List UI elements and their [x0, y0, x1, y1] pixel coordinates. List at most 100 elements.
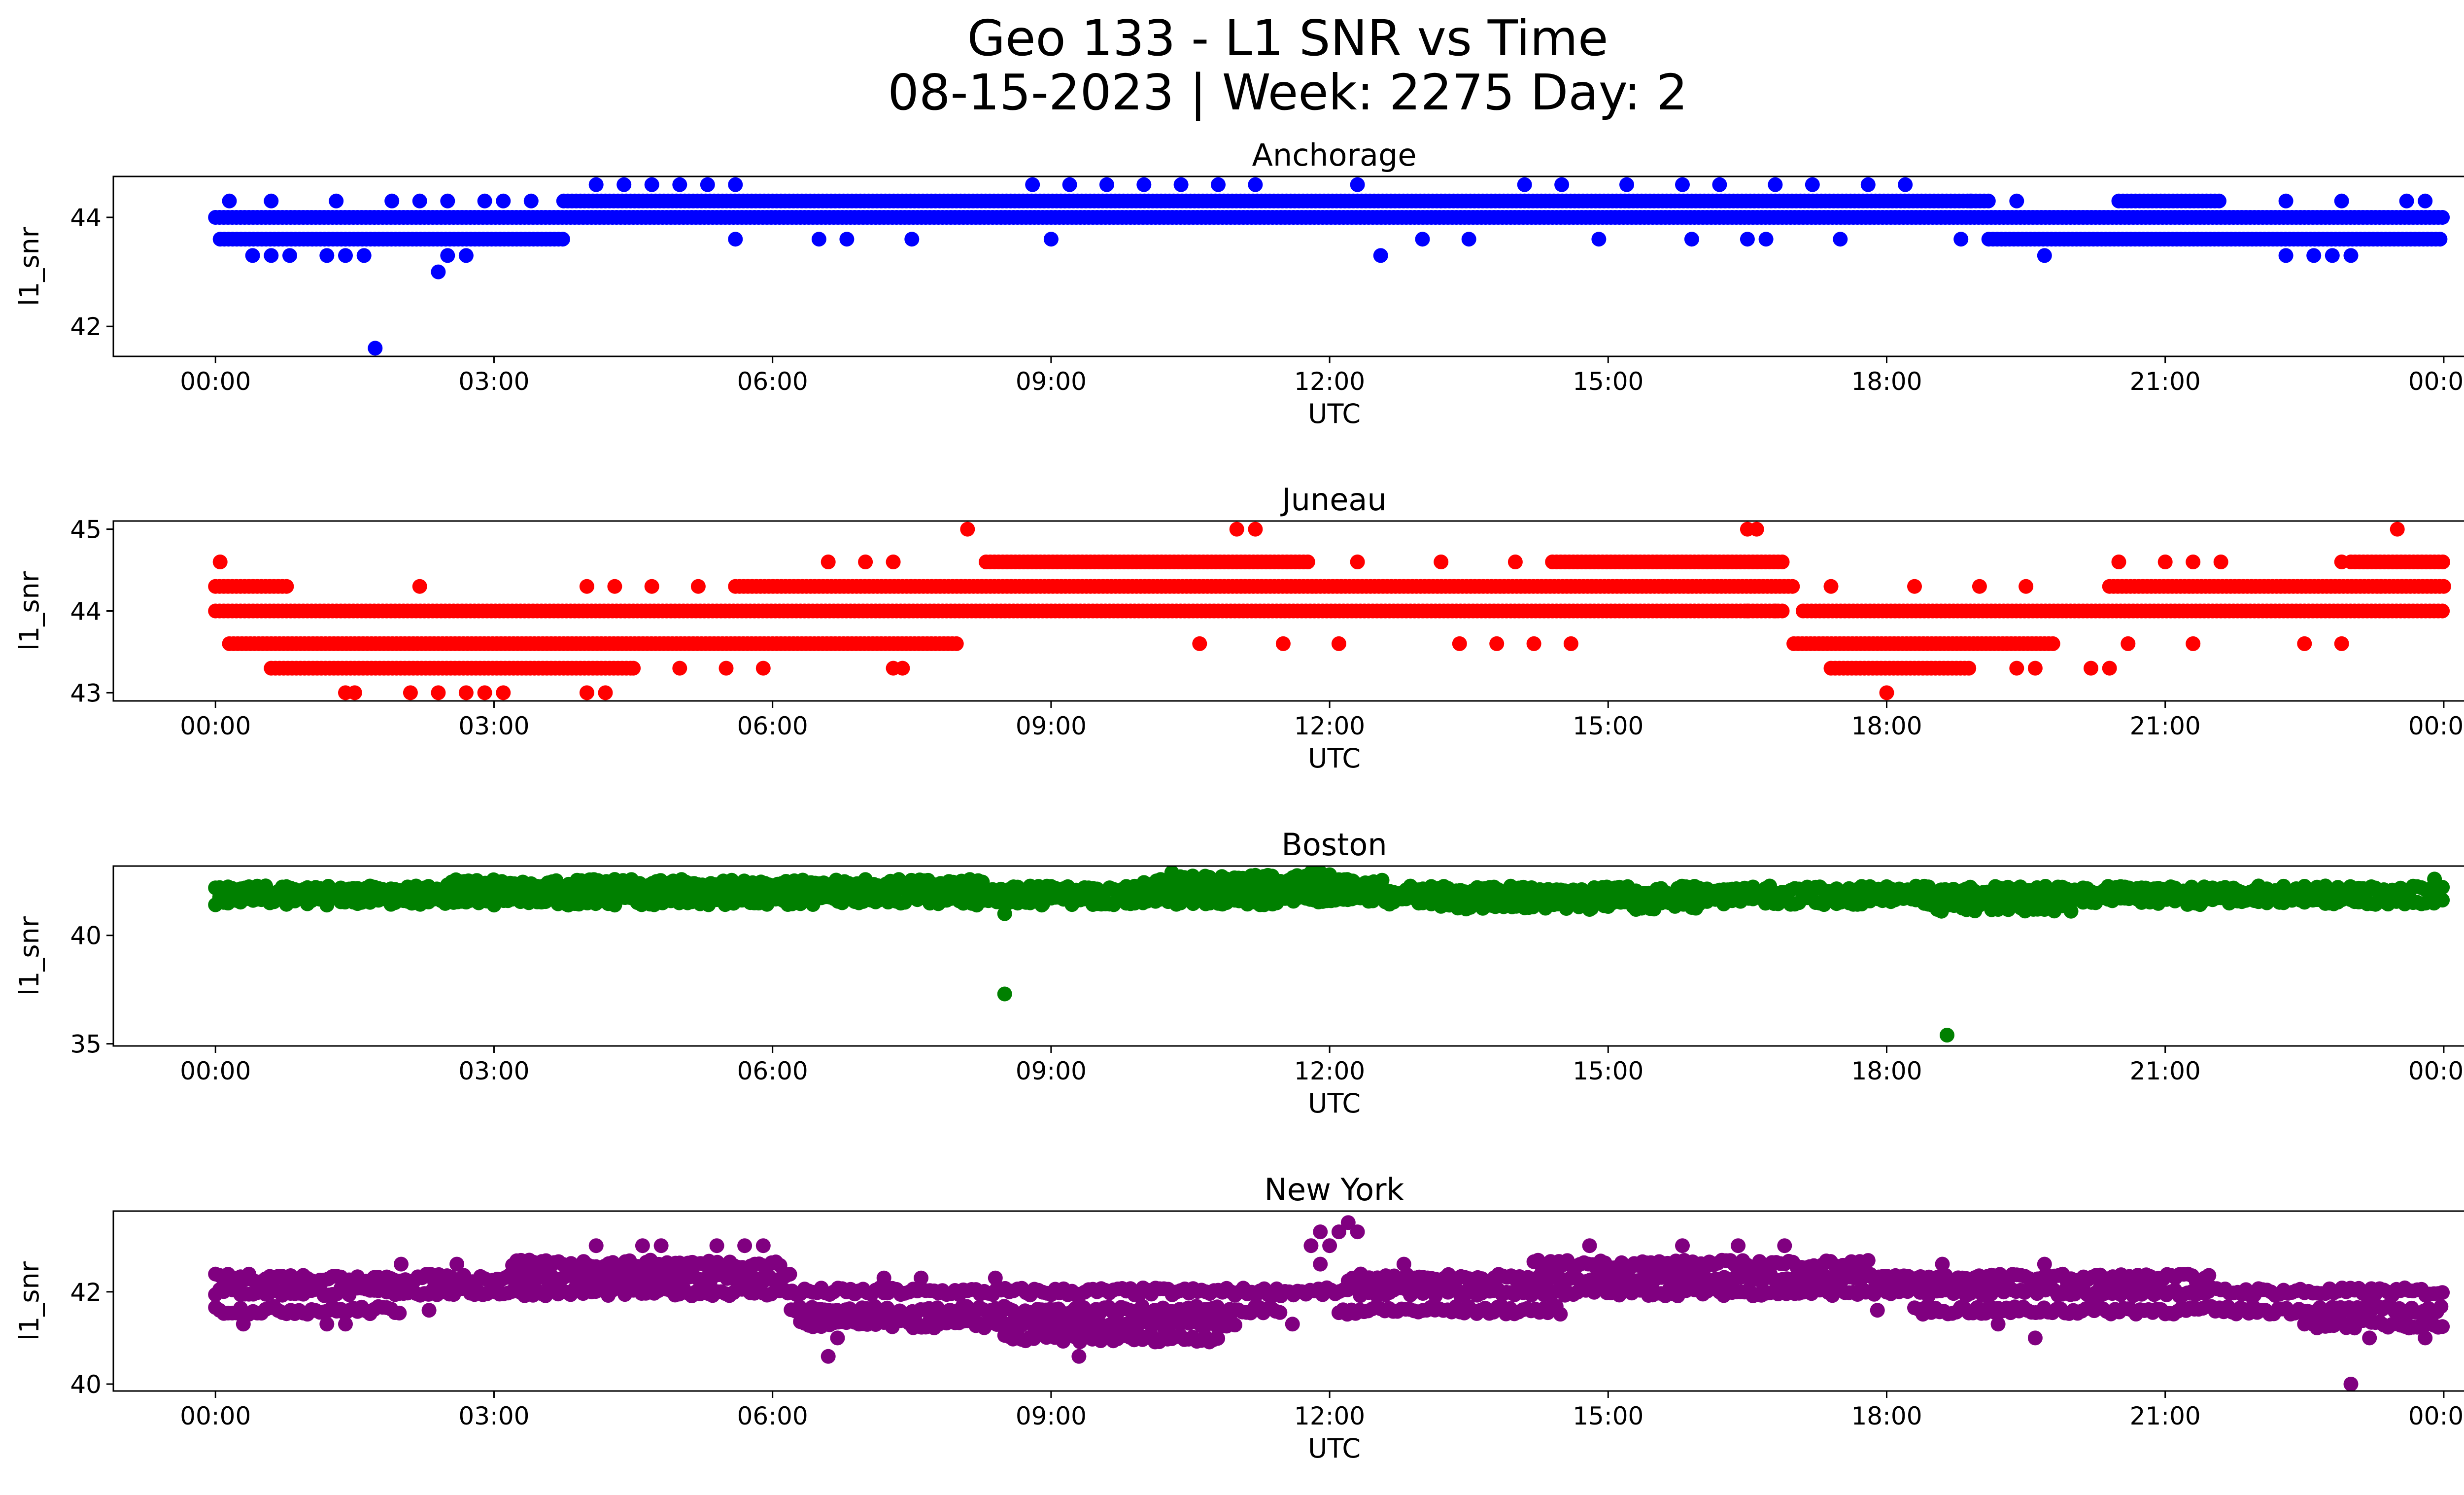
x-tick-label: 06:00: [737, 1057, 808, 1085]
data-point: [2278, 248, 2293, 263]
data-point: [728, 177, 743, 192]
data-point: [1350, 177, 1365, 192]
data-point: [1248, 522, 1263, 537]
data-point: [579, 685, 594, 700]
x-axis-label: UTC: [1308, 398, 1361, 429]
data-point: [1554, 177, 1570, 192]
data-point: [1034, 898, 1049, 913]
y-tick-label: 44: [70, 597, 102, 626]
x-tick-label: 00:00: [2408, 367, 2464, 396]
data-point: [2325, 248, 2340, 263]
data-point: [561, 898, 576, 913]
data-point: [672, 177, 687, 192]
y-tick-label: 43: [70, 679, 102, 707]
x-tick-label: 00:00: [180, 712, 251, 740]
data-series: [208, 866, 2450, 1043]
data-point: [1692, 894, 1708, 909]
data-point: [1907, 579, 1922, 594]
data-point: [2186, 636, 2201, 651]
data-point: [440, 193, 455, 209]
data-point: [282, 248, 297, 263]
x-tick-label: 18:00: [1851, 367, 1922, 396]
data-point: [264, 193, 279, 209]
data-point: [2037, 248, 2052, 263]
data-point: [2212, 193, 2226, 209]
y-axis-label: l1_snr: [14, 571, 45, 651]
data-point: [212, 555, 228, 569]
data-point: [960, 522, 975, 537]
data-point: [1749, 522, 1764, 537]
data-point: [1461, 232, 1476, 247]
data-point: [458, 685, 474, 700]
data-point: [626, 661, 641, 676]
data-point: [1990, 902, 2006, 917]
data-point: [2334, 636, 2349, 651]
data-point: [1775, 555, 1790, 569]
data-point: [1591, 232, 1607, 247]
data-point: [1961, 661, 1977, 676]
data-point: [1043, 232, 1059, 247]
data-point: [2418, 193, 2433, 209]
x-axis-label: UTC: [1308, 1088, 1361, 1119]
x-tick-label: 18:00: [1851, 712, 1922, 740]
data-point: [1331, 636, 1346, 651]
data-point: [969, 898, 985, 913]
data-point: [997, 906, 1012, 921]
data-point: [1563, 636, 1578, 651]
data-point: [1675, 177, 1690, 192]
data-point: [356, 248, 372, 263]
x-tick-label: 12:00: [1294, 367, 1365, 396]
data-point: [1517, 177, 1532, 192]
data-point: [1434, 555, 1449, 569]
data-point: [1507, 555, 1523, 569]
data-point: [319, 248, 335, 263]
data-point: [975, 874, 990, 890]
data-point: [1211, 177, 1226, 192]
data-point: [264, 248, 279, 263]
x-tick-label: 21:00: [2130, 367, 2201, 396]
data-point: [1953, 232, 1969, 247]
data-point: [1374, 872, 1390, 888]
data-point: [477, 193, 492, 209]
data-point: [1452, 636, 1467, 651]
data-point: [1712, 177, 1727, 192]
data-point: [755, 661, 771, 676]
data-point: [1339, 872, 1355, 887]
data-point: [392, 1305, 407, 1321]
data-point: [1684, 232, 1699, 247]
data-point: [2432, 232, 2448, 247]
data-point: [319, 898, 335, 913]
data-point: [2063, 904, 2079, 919]
data-point: [496, 193, 511, 209]
data-point: [858, 555, 873, 569]
subplot-title: New York: [1265, 1172, 1404, 1208]
x-tick-label: 21:00: [2130, 1057, 2201, 1085]
data-point: [412, 579, 427, 594]
data-point: [2390, 522, 2405, 537]
data-point: [1972, 579, 1987, 594]
data-point: [279, 579, 294, 594]
data-point: [728, 232, 743, 247]
data-point: [458, 248, 474, 263]
data-point: [1582, 902, 1597, 917]
data-point: [1350, 555, 1365, 569]
data-point: [719, 661, 734, 676]
data-point: [2435, 893, 2450, 908]
data-point: [1173, 177, 1189, 192]
x-tick-label: 06:00: [737, 712, 808, 740]
data-point: [904, 232, 920, 247]
data-point: [338, 248, 353, 263]
x-tick-label: 00:00: [2408, 712, 2464, 740]
data-point: [2399, 193, 2414, 209]
y-tick-label: 44: [70, 204, 102, 232]
data-point: [2278, 193, 2293, 209]
data-point: [1619, 177, 1634, 192]
data-point: [2334, 193, 2349, 209]
data-point: [2157, 555, 2173, 569]
data-point: [644, 579, 659, 594]
data-point: [2186, 555, 2201, 569]
data-point: [2427, 871, 2442, 887]
data-point: [384, 193, 400, 209]
